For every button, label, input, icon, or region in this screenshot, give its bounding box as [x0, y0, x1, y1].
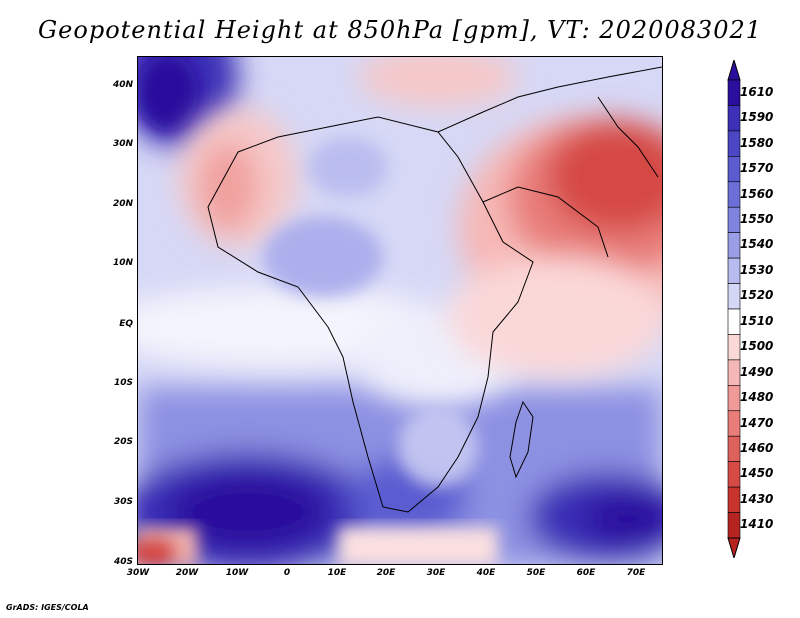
- colorbar-level-label: 1610: [740, 84, 774, 99]
- colorbar-level-label: 1480: [740, 390, 774, 405]
- lon-label-10e: 10E: [327, 568, 347, 578]
- colorbar-level-label: 1560: [740, 186, 774, 201]
- colorbar-swatch: [727, 308, 741, 335]
- colorbar-swatch: [727, 486, 741, 513]
- lon-label-10w: 10W: [225, 568, 249, 578]
- colorbar-swatch: [727, 257, 741, 284]
- map-panel: [137, 56, 663, 565]
- lat-label-20n: 20N: [112, 199, 133, 209]
- colorbar-max-arrow: [727, 60, 741, 81]
- colorbar-min-arrow: [727, 537, 741, 558]
- colorbar-swatch: [727, 105, 741, 132]
- colorbar-level-label: 1430: [740, 491, 774, 506]
- colorbar-level-label: 1590: [740, 110, 774, 125]
- colorbar-level-label: 1530: [740, 262, 774, 277]
- colorbar-level-label: 1540: [740, 237, 774, 252]
- colorbar-swatch: [727, 206, 741, 233]
- colorbar-level-label: 1550: [740, 211, 774, 226]
- lat-label-30s: 30S: [113, 497, 133, 507]
- colorbar-level-label: 1570: [740, 161, 774, 176]
- colorbar-swatch: [727, 181, 741, 208]
- geopotential-field: [138, 57, 662, 564]
- colorbar-level-label: 1520: [740, 288, 774, 303]
- colorbar-level-label: 1410: [740, 517, 774, 532]
- lat-label-40s: 40S: [113, 557, 133, 567]
- lon-label-40e: 40E: [476, 568, 496, 578]
- lat-label-40n: 40N: [112, 80, 133, 90]
- colorbar-swatch: [727, 130, 741, 157]
- lon-label-30e: 30E: [426, 568, 446, 578]
- lon-label-0: 0: [283, 568, 291, 578]
- colorbar-level-label: 1490: [740, 364, 774, 379]
- madagascar-outline: [509, 400, 534, 479]
- colorbar-swatch: [727, 79, 741, 106]
- colorbar-swatch: [727, 156, 741, 183]
- colorbar-level-label: 1460: [740, 440, 774, 455]
- lon-label-20e: 20E: [376, 568, 396, 578]
- lon-label-60e: 60E: [576, 568, 596, 578]
- map-title: Geopotential Height at 850hPa [gpm], VT:…: [38, 16, 762, 44]
- colorbar-swatch: [727, 410, 741, 437]
- africa-outline: [207, 116, 534, 513]
- colorbar-level-label: 1470: [740, 415, 774, 430]
- lon-label-20w: 20W: [175, 568, 199, 578]
- colorbar-swatch: [727, 283, 741, 310]
- colorbar-level-label: 1500: [740, 339, 774, 354]
- colorbar-swatch: [727, 334, 741, 361]
- colorbar-swatch: [727, 435, 741, 462]
- colorbar-swatch: [727, 385, 741, 412]
- lon-label-70e: 70E: [626, 568, 646, 578]
- colorbar-swatch: [727, 512, 741, 539]
- lat-label-eq: EQ: [119, 319, 133, 329]
- lat-label-10s: 10S: [113, 378, 133, 388]
- colorbar-level-label: 1450: [740, 466, 774, 481]
- colorbar-swatch: [727, 461, 741, 488]
- colorbar: [727, 60, 741, 558]
- colorbar-level-label: 1510: [740, 313, 774, 328]
- lat-label-10n: 10N: [112, 258, 133, 268]
- grads-credit: GrADS: IGES/COLA: [6, 603, 89, 612]
- lon-label-30w: 30W: [126, 568, 150, 578]
- colorbar-swatch: [727, 359, 741, 386]
- lat-label-30n: 30N: [112, 139, 133, 149]
- lat-label-20s: 20S: [113, 437, 133, 447]
- colorbar-level-label: 1580: [740, 135, 774, 150]
- colorbar-swatch: [727, 232, 741, 259]
- lon-label-50e: 50E: [526, 568, 546, 578]
